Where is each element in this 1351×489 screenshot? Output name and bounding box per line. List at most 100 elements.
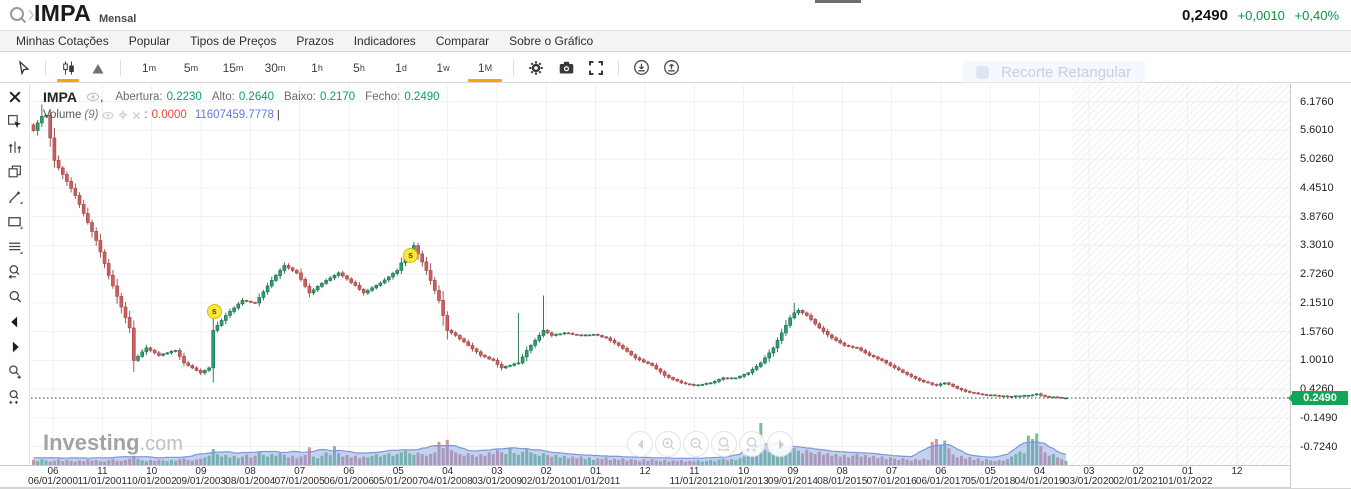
price-tick-label: -0.7240 [1300, 440, 1338, 453]
candlestick-type-button[interactable] [56, 55, 80, 82]
nav-pan-right-button[interactable] [767, 431, 793, 457]
watermark: Investing.com [43, 430, 183, 456]
current-price-badge: 0.2490 [1288, 391, 1348, 405]
tool-magnify-icon[interactable] [7, 289, 23, 305]
signal-marker[interactable]: s [403, 247, 419, 263]
tool-zoom-in-icon[interactable] [7, 364, 23, 380]
time-tick-label: 08 08/01/2004 [225, 466, 276, 487]
tool-draw-icon[interactable] [7, 189, 23, 205]
chart-canvas[interactable]: IMPA , Abertura: 0.2230 Alto: 0.2640 Baixo: 0… [31, 84, 1290, 465]
price-tick-label: 2.7260 [1300, 268, 1334, 281]
price-tick-label: 4.4510 [1300, 181, 1334, 194]
indicator-settings-gear-icon[interactable] [118, 110, 128, 120]
cursor-tool-button[interactable] [11, 55, 35, 81]
ohlc-values: Abertura: 0.2230 Alto: 0.2640 Baixo: 0.2170 Fe… [105, 91, 439, 103]
timeframe-15m[interactable]: 15 m [222, 60, 244, 75]
time-tick-label: 05 05/01/2007 [373, 466, 424, 487]
time-tick-label: 09 09/01/2014 [767, 466, 818, 487]
signal-marker[interactable]: s [206, 303, 222, 319]
toolbar-separator [618, 59, 619, 76]
tool-indicator-adjust-icon[interactable] [7, 139, 23, 155]
fullscreen-icon[interactable] [584, 55, 608, 81]
tool-zoom-back-icon[interactable] [7, 264, 23, 280]
legend-symbol: IMPA [43, 89, 77, 105]
volume-legend-row: Volume (9) : 0.0000 11607459.7778 | [43, 106, 440, 124]
price-tick-label: 1.0010 [1300, 354, 1334, 367]
header: IMPA Mensal 0,2490 +0,0010 +0,40% [0, 0, 1351, 30]
time-tick-label: 07 07/01/2016 [866, 466, 917, 487]
menu-item-indicadores[interactable]: Indicadores [353, 34, 416, 48]
menu-item-comparar[interactable]: Comparar [435, 34, 490, 48]
chart-legend: IMPA , Abertura: 0.2230 Alto: 0.2640 Baixo: 0… [43, 88, 440, 124]
tool-lines-icon[interactable] [7, 239, 23, 255]
nav-zoom-out-button[interactable] [683, 431, 709, 457]
legend-comma: , [99, 90, 104, 104]
volume-colon: : [144, 109, 148, 121]
load-upload-icon[interactable] [659, 55, 683, 81]
time-tick-label: 03 03/01/2020 [1063, 466, 1114, 487]
quote: 0,2490 +0,0010 +0,40% [1182, 7, 1339, 24]
toolbar-separator [513, 59, 514, 76]
time-tick-label: 10 10/01/2013 [718, 466, 769, 487]
ohlc-legend-row: IMPA , Abertura: 0.2230 Alto: 0.2640 Baixo: 0… [43, 88, 440, 106]
tool-close-icon[interactable] [7, 89, 23, 105]
search-icon[interactable] [8, 4, 38, 26]
price-tick-label: 1.5760 [1300, 325, 1334, 338]
volume-ma-value: 11607459.7778 [194, 109, 274, 121]
axis-corner [1290, 465, 1351, 488]
price-tick-label: -0.1490 [1300, 411, 1338, 424]
legend-field-value: 0.2640 [238, 91, 275, 103]
legend-field-value: 0.2170 [319, 91, 356, 103]
tool-pan-left-icon[interactable] [7, 314, 23, 330]
toolbar-separator [120, 59, 121, 76]
tool-duplicate-icon[interactable] [7, 164, 23, 180]
chart-nav-controls [627, 431, 793, 457]
time-tick-label: 09 09/01/2003 [175, 466, 227, 487]
tool-shape-icon[interactable] [7, 214, 23, 230]
eye-icon[interactable] [86, 92, 100, 102]
watermark-suffix: .com [139, 433, 183, 455]
symbol-title: IMPA [34, 0, 91, 26]
price-tick-label: 3.3010 [1300, 239, 1334, 252]
tool-pan-right-icon[interactable] [7, 339, 23, 355]
nav-zoom-reset-button[interactable] [711, 431, 737, 457]
time-tick-label: 04 04/01/2008 [422, 466, 473, 487]
menu-item-minhas-cota-es[interactable]: Minhas Cotações [16, 34, 109, 48]
settings-gear-icon[interactable] [524, 55, 548, 81]
menu-item-sobre-o-gr-fico[interactable]: Sobre o Gráfico [509, 34, 594, 48]
remove-indicator-icon[interactable] [132, 111, 141, 120]
watermark-bold: Investing [43, 430, 140, 455]
camera-screenshot-icon[interactable] [554, 55, 578, 81]
time-tick-label: 12 [639, 466, 651, 477]
menu-item-prazos[interactable]: Prazos [296, 34, 334, 48]
menu-item-popular[interactable]: Popular [128, 34, 171, 48]
time-tick-label: 07 07/01/2005 [274, 466, 325, 487]
eye-icon[interactable] [102, 111, 114, 120]
toolbar-separator [45, 59, 46, 76]
save-download-icon[interactable] [629, 55, 653, 81]
menu-item-tipos-de-pre-os[interactable]: Tipos de Preços [190, 34, 277, 48]
nav-pan-left-button[interactable] [627, 431, 653, 457]
tool-zoom-in-plus-icon[interactable] [7, 389, 23, 405]
time-tick-label: 01 01/01/2022 [1162, 466, 1213, 487]
interval-label: Mensal [99, 13, 137, 25]
tool-select-icon[interactable] [7, 114, 23, 130]
area-type-button[interactable] [86, 55, 110, 81]
legend-field-label: Alto: [211, 91, 235, 103]
nav-zoom-in-more-button[interactable] [739, 431, 765, 457]
time-axis[interactable]: 06 06/01/2000 11 11/01/2001 10 10/01/2002 09 09… [0, 465, 1351, 489]
price-axis[interactable]: 6.1760 5.6010 5.0260 4.4510 3.8760 3.3010 2.72… [1288, 84, 1351, 465]
price-change: +0,0010 [1237, 8, 1285, 23]
drawing-tools-sidebar [0, 84, 30, 465]
timeframe-30m[interactable]: 30 m [264, 60, 286, 75]
candlestick-plot[interactable] [31, 84, 1290, 465]
nav-zoom-in-button[interactable] [655, 431, 681, 457]
